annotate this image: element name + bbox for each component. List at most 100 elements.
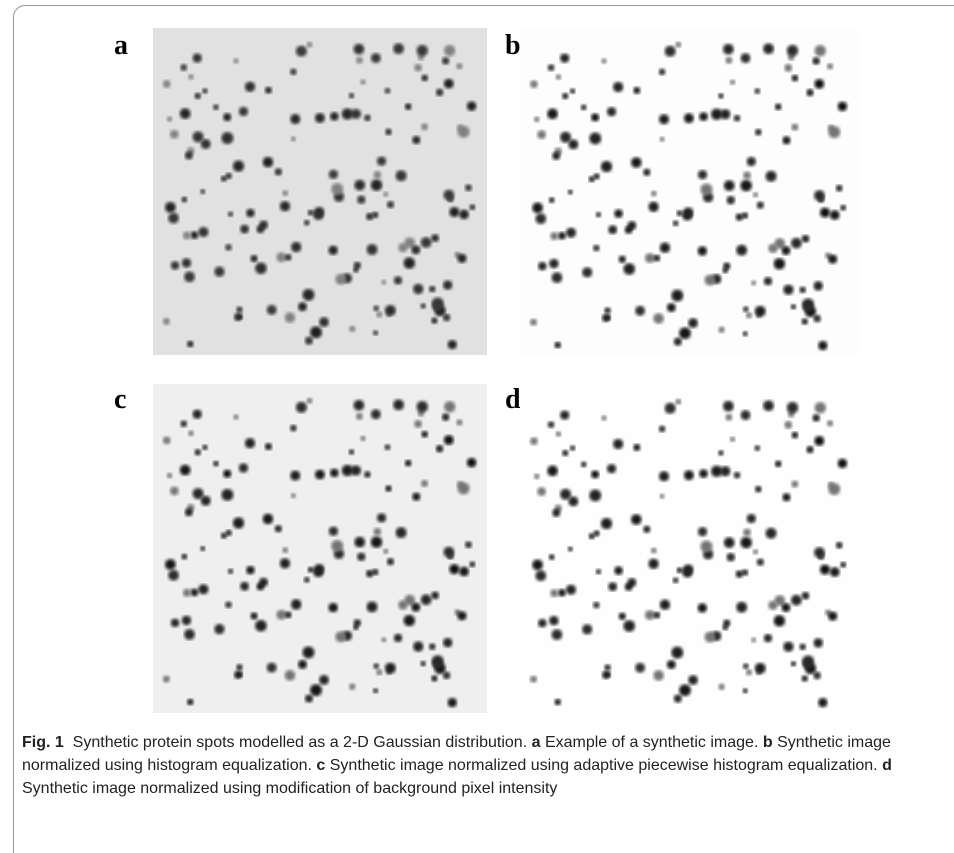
spot — [373, 330, 378, 335]
spot — [276, 610, 286, 620]
spot — [549, 259, 559, 269]
spot — [751, 280, 756, 285]
spot — [781, 603, 790, 612]
spot — [413, 284, 423, 294]
spot — [734, 115, 741, 122]
spot — [671, 647, 683, 659]
spot — [367, 601, 378, 612]
spot — [755, 663, 766, 674]
spot — [372, 212, 379, 219]
spot — [535, 570, 546, 581]
spot — [827, 420, 833, 426]
spot — [535, 213, 546, 224]
spot — [305, 337, 313, 345]
spot — [371, 53, 381, 63]
spot — [315, 470, 325, 480]
spot — [373, 305, 379, 311]
spot — [225, 244, 232, 251]
spot — [699, 112, 708, 121]
spot — [223, 470, 231, 478]
spot — [193, 53, 202, 62]
spot — [291, 493, 296, 498]
spot — [267, 305, 277, 315]
spot — [623, 620, 635, 632]
spot — [791, 124, 798, 131]
spot — [354, 180, 365, 191]
spot — [291, 242, 301, 252]
spot — [619, 613, 626, 620]
spot — [812, 414, 820, 422]
spot — [645, 253, 655, 263]
spot — [331, 540, 343, 552]
spot — [214, 266, 224, 276]
spot — [534, 474, 540, 480]
spot — [393, 43, 404, 54]
spot — [436, 89, 443, 96]
spot — [747, 514, 756, 523]
spot — [459, 567, 469, 577]
spot — [223, 113, 231, 121]
spot — [182, 616, 192, 626]
spot — [163, 676, 170, 683]
spot — [601, 518, 612, 529]
spot — [635, 306, 645, 316]
spot — [718, 93, 724, 99]
spot — [285, 611, 292, 618]
spot — [459, 210, 469, 220]
spot — [385, 663, 396, 674]
spot — [684, 470, 694, 480]
spot — [554, 699, 561, 706]
spot — [364, 115, 371, 122]
spot — [167, 473, 173, 479]
spot — [806, 89, 813, 96]
spot — [631, 157, 642, 168]
spot — [165, 559, 176, 570]
spot — [349, 326, 355, 332]
spot — [766, 528, 777, 539]
spot — [593, 245, 600, 252]
spot — [342, 465, 353, 476]
spot — [818, 698, 827, 707]
spot — [394, 276, 402, 284]
spot — [255, 262, 267, 274]
spot — [414, 64, 422, 72]
spot — [200, 546, 205, 551]
spot — [467, 458, 476, 468]
spot — [840, 562, 846, 568]
spot — [228, 569, 233, 574]
spot — [742, 569, 749, 576]
spot — [530, 319, 537, 326]
spot — [625, 583, 633, 591]
spot — [698, 603, 707, 612]
spot — [213, 104, 219, 110]
spot — [792, 75, 799, 82]
spot — [635, 663, 645, 673]
spot — [188, 74, 194, 80]
spot — [319, 317, 329, 327]
spot — [469, 204, 475, 210]
spot — [671, 290, 683, 302]
spot — [711, 109, 722, 120]
spot — [170, 130, 179, 139]
spot — [431, 317, 437, 323]
spot — [775, 104, 782, 111]
spot — [830, 567, 840, 577]
spot — [560, 489, 571, 500]
spot — [836, 542, 843, 549]
spot — [431, 234, 439, 242]
spot — [787, 45, 798, 56]
spot — [193, 410, 202, 419]
spot — [236, 306, 243, 313]
spot — [802, 318, 808, 324]
spot — [828, 483, 840, 495]
spot — [570, 88, 575, 93]
spot — [385, 129, 392, 136]
spot — [405, 103, 412, 110]
panel-image — [520, 28, 858, 356]
spot — [806, 446, 813, 453]
spot — [328, 246, 337, 255]
spot — [581, 461, 587, 467]
spot — [781, 246, 790, 255]
spot — [550, 589, 558, 597]
spot — [532, 203, 543, 214]
